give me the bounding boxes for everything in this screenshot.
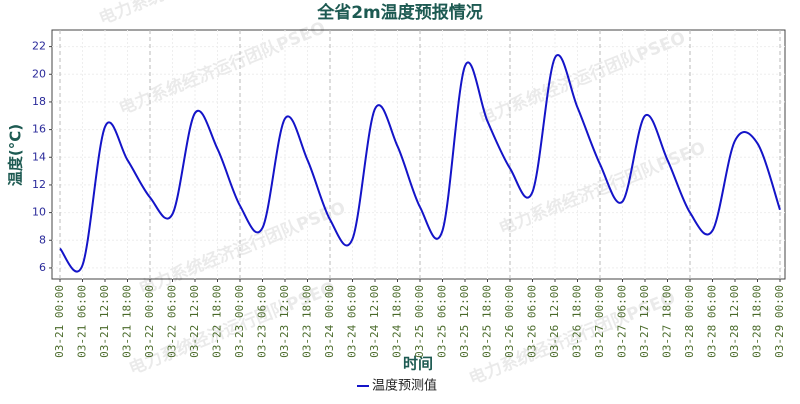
- x-tick-label: 03-25 18:00: [481, 285, 494, 358]
- x-tick-label: 03-21 18:00: [121, 285, 134, 358]
- x-tick-label: 03-24 12:00: [368, 285, 381, 358]
- x-tick-label: 03-28 18:00: [751, 285, 764, 358]
- x-tick-label: 03-27 06:00: [616, 285, 629, 358]
- y-axis-label: 温度(°C): [7, 124, 25, 186]
- x-tick-label: 03-26 06:00: [526, 285, 539, 358]
- x-tick-label: 03-24 06:00: [346, 285, 359, 358]
- x-tick-label: 03-24 18:00: [391, 285, 404, 358]
- x-tick-label: 03-23 18:00: [301, 285, 314, 358]
- y-tick-label: 10: [32, 206, 46, 219]
- x-tick-label: 03-21 12:00: [98, 285, 111, 358]
- plot-frame: [51, 29, 786, 280]
- watermark: 电力系统经济运行团队PSEO: [476, 27, 689, 129]
- x-tick-label: 03-28 12:00: [728, 285, 741, 358]
- chart-title: 全省2m温度预报情况: [316, 2, 483, 23]
- x-tick-label: 03-27 00:00: [593, 285, 606, 358]
- x-tick-label: 03-25 00:00: [413, 285, 426, 358]
- x-tick-label: 03-24 00:00: [323, 285, 336, 358]
- y-tick-label: 8: [39, 233, 46, 246]
- x-tick-label: 03-21 00:00: [53, 285, 66, 358]
- x-tick-label: 03-22 12:00: [188, 285, 201, 358]
- watermark: 电力系统经济运行团队PSEO: [496, 137, 709, 239]
- x-tick-label: 03-23 00:00: [233, 285, 246, 358]
- x-tick-label: 03-29 00:00: [773, 285, 786, 358]
- y-tick-label: 22: [32, 40, 46, 53]
- line-series: [59, 54, 781, 273]
- x-tick-label: 03-21 06:00: [76, 285, 89, 358]
- y-tick-label: 20: [32, 67, 46, 80]
- y-tick-label: 12: [32, 178, 46, 191]
- x-tick-label: 03-23 12:00: [278, 285, 291, 358]
- x-tick-label: 03-26 18:00: [571, 285, 584, 358]
- x-tick-label: 03-22 06:00: [166, 285, 179, 358]
- y-tick-label: 6: [39, 261, 46, 274]
- y-tick-label: 14: [32, 150, 46, 163]
- y-tick-label: 16: [32, 123, 46, 136]
- y-tick-label: 18: [32, 95, 46, 108]
- watermark: 电力系统经济运行团队PSEO: [116, 17, 329, 119]
- x-tick-label: 03-26 00:00: [503, 285, 516, 358]
- watermark: 电力系统经济运行团队PSEO: [96, 0, 309, 29]
- legend-label: 温度预测值: [372, 378, 437, 394]
- x-tick-label: 03-23 06:00: [256, 285, 269, 358]
- x-tick-label: 03-26 12:00: [548, 285, 561, 358]
- x-axis-label: 时间: [403, 355, 433, 373]
- x-tick-label: 03-28 00:00: [683, 285, 696, 358]
- x-tick-label: 03-27 18:00: [661, 285, 674, 358]
- x-tick-label: 03-25 06:00: [436, 285, 449, 358]
- x-tick-label: 03-28 06:00: [706, 285, 719, 358]
- x-tick-label: 03-27 12:00: [638, 285, 651, 358]
- x-tick-label: 03-22 18:00: [211, 285, 224, 358]
- x-tick-label: 03-25 12:00: [458, 285, 471, 358]
- x-tick-label: 03-22 00:00: [143, 285, 156, 358]
